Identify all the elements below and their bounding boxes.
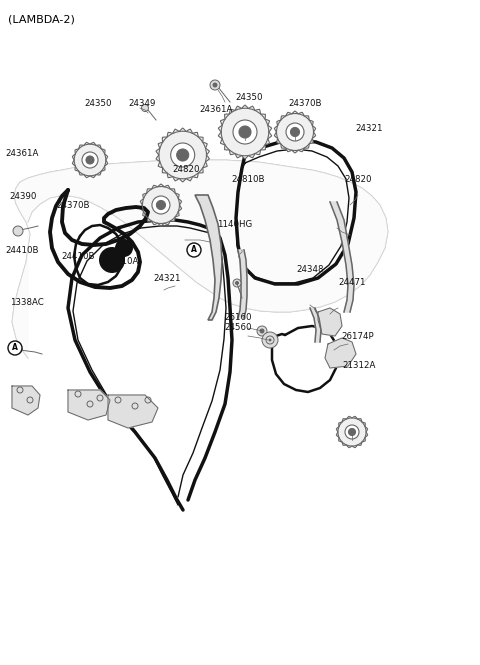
Text: 24820: 24820 — [173, 165, 200, 174]
Circle shape — [260, 329, 264, 333]
Circle shape — [82, 152, 98, 168]
Circle shape — [345, 425, 359, 439]
Circle shape — [239, 126, 251, 138]
Polygon shape — [325, 338, 356, 368]
Polygon shape — [12, 386, 40, 415]
Polygon shape — [156, 128, 209, 182]
Circle shape — [156, 201, 166, 209]
Polygon shape — [195, 195, 222, 320]
Polygon shape — [72, 142, 108, 178]
Text: 24361A: 24361A — [6, 149, 39, 158]
Text: A: A — [12, 344, 18, 352]
Circle shape — [233, 120, 257, 144]
Circle shape — [213, 83, 217, 87]
Polygon shape — [12, 160, 388, 358]
Circle shape — [13, 226, 23, 236]
Polygon shape — [238, 250, 247, 318]
Text: 24370B: 24370B — [57, 201, 90, 210]
Polygon shape — [318, 308, 342, 336]
Text: 21312A: 21312A — [343, 360, 376, 370]
Text: 24820: 24820 — [345, 174, 372, 184]
Circle shape — [236, 281, 239, 285]
Text: 24810B: 24810B — [231, 174, 265, 184]
Text: 24471: 24471 — [338, 278, 366, 287]
Text: 1140HG: 1140HG — [217, 219, 252, 229]
Text: A: A — [191, 245, 197, 255]
Circle shape — [171, 143, 195, 167]
Polygon shape — [336, 416, 368, 448]
Circle shape — [348, 428, 356, 436]
Circle shape — [286, 123, 304, 141]
Circle shape — [177, 149, 189, 161]
Text: 1338AC: 1338AC — [10, 298, 43, 307]
Polygon shape — [330, 202, 354, 312]
Text: 24361A: 24361A — [199, 105, 233, 114]
Polygon shape — [274, 111, 316, 153]
Circle shape — [142, 104, 148, 112]
Polygon shape — [218, 105, 272, 159]
Circle shape — [14, 345, 22, 353]
Text: 24350: 24350 — [84, 98, 111, 108]
Circle shape — [210, 80, 220, 90]
Text: 24350: 24350 — [235, 93, 263, 102]
Polygon shape — [310, 308, 321, 342]
Text: 26174P: 26174P — [342, 332, 374, 341]
Polygon shape — [68, 390, 110, 420]
Text: 24390: 24390 — [10, 192, 37, 201]
Text: 24349: 24349 — [128, 98, 156, 108]
Circle shape — [86, 156, 94, 164]
Circle shape — [290, 128, 300, 136]
Circle shape — [257, 326, 267, 336]
Circle shape — [187, 243, 201, 257]
Circle shape — [268, 338, 272, 342]
Circle shape — [115, 239, 133, 257]
Circle shape — [8, 341, 22, 355]
Text: 24370B: 24370B — [288, 98, 322, 108]
Text: (LAMBDA-2): (LAMBDA-2) — [8, 15, 75, 25]
Text: 24010A: 24010A — [106, 257, 139, 266]
Text: 24410B: 24410B — [61, 252, 95, 261]
Text: 26160: 26160 — [225, 313, 252, 322]
Text: 24560: 24560 — [225, 323, 252, 332]
Circle shape — [99, 247, 125, 273]
Text: 24321: 24321 — [154, 274, 181, 283]
Circle shape — [262, 332, 278, 348]
Text: 24321: 24321 — [355, 124, 383, 133]
Circle shape — [233, 279, 241, 287]
Text: 24348: 24348 — [297, 265, 324, 274]
Polygon shape — [108, 395, 158, 428]
Polygon shape — [140, 184, 181, 226]
Circle shape — [152, 196, 170, 214]
Text: 24410B: 24410B — [6, 246, 39, 255]
